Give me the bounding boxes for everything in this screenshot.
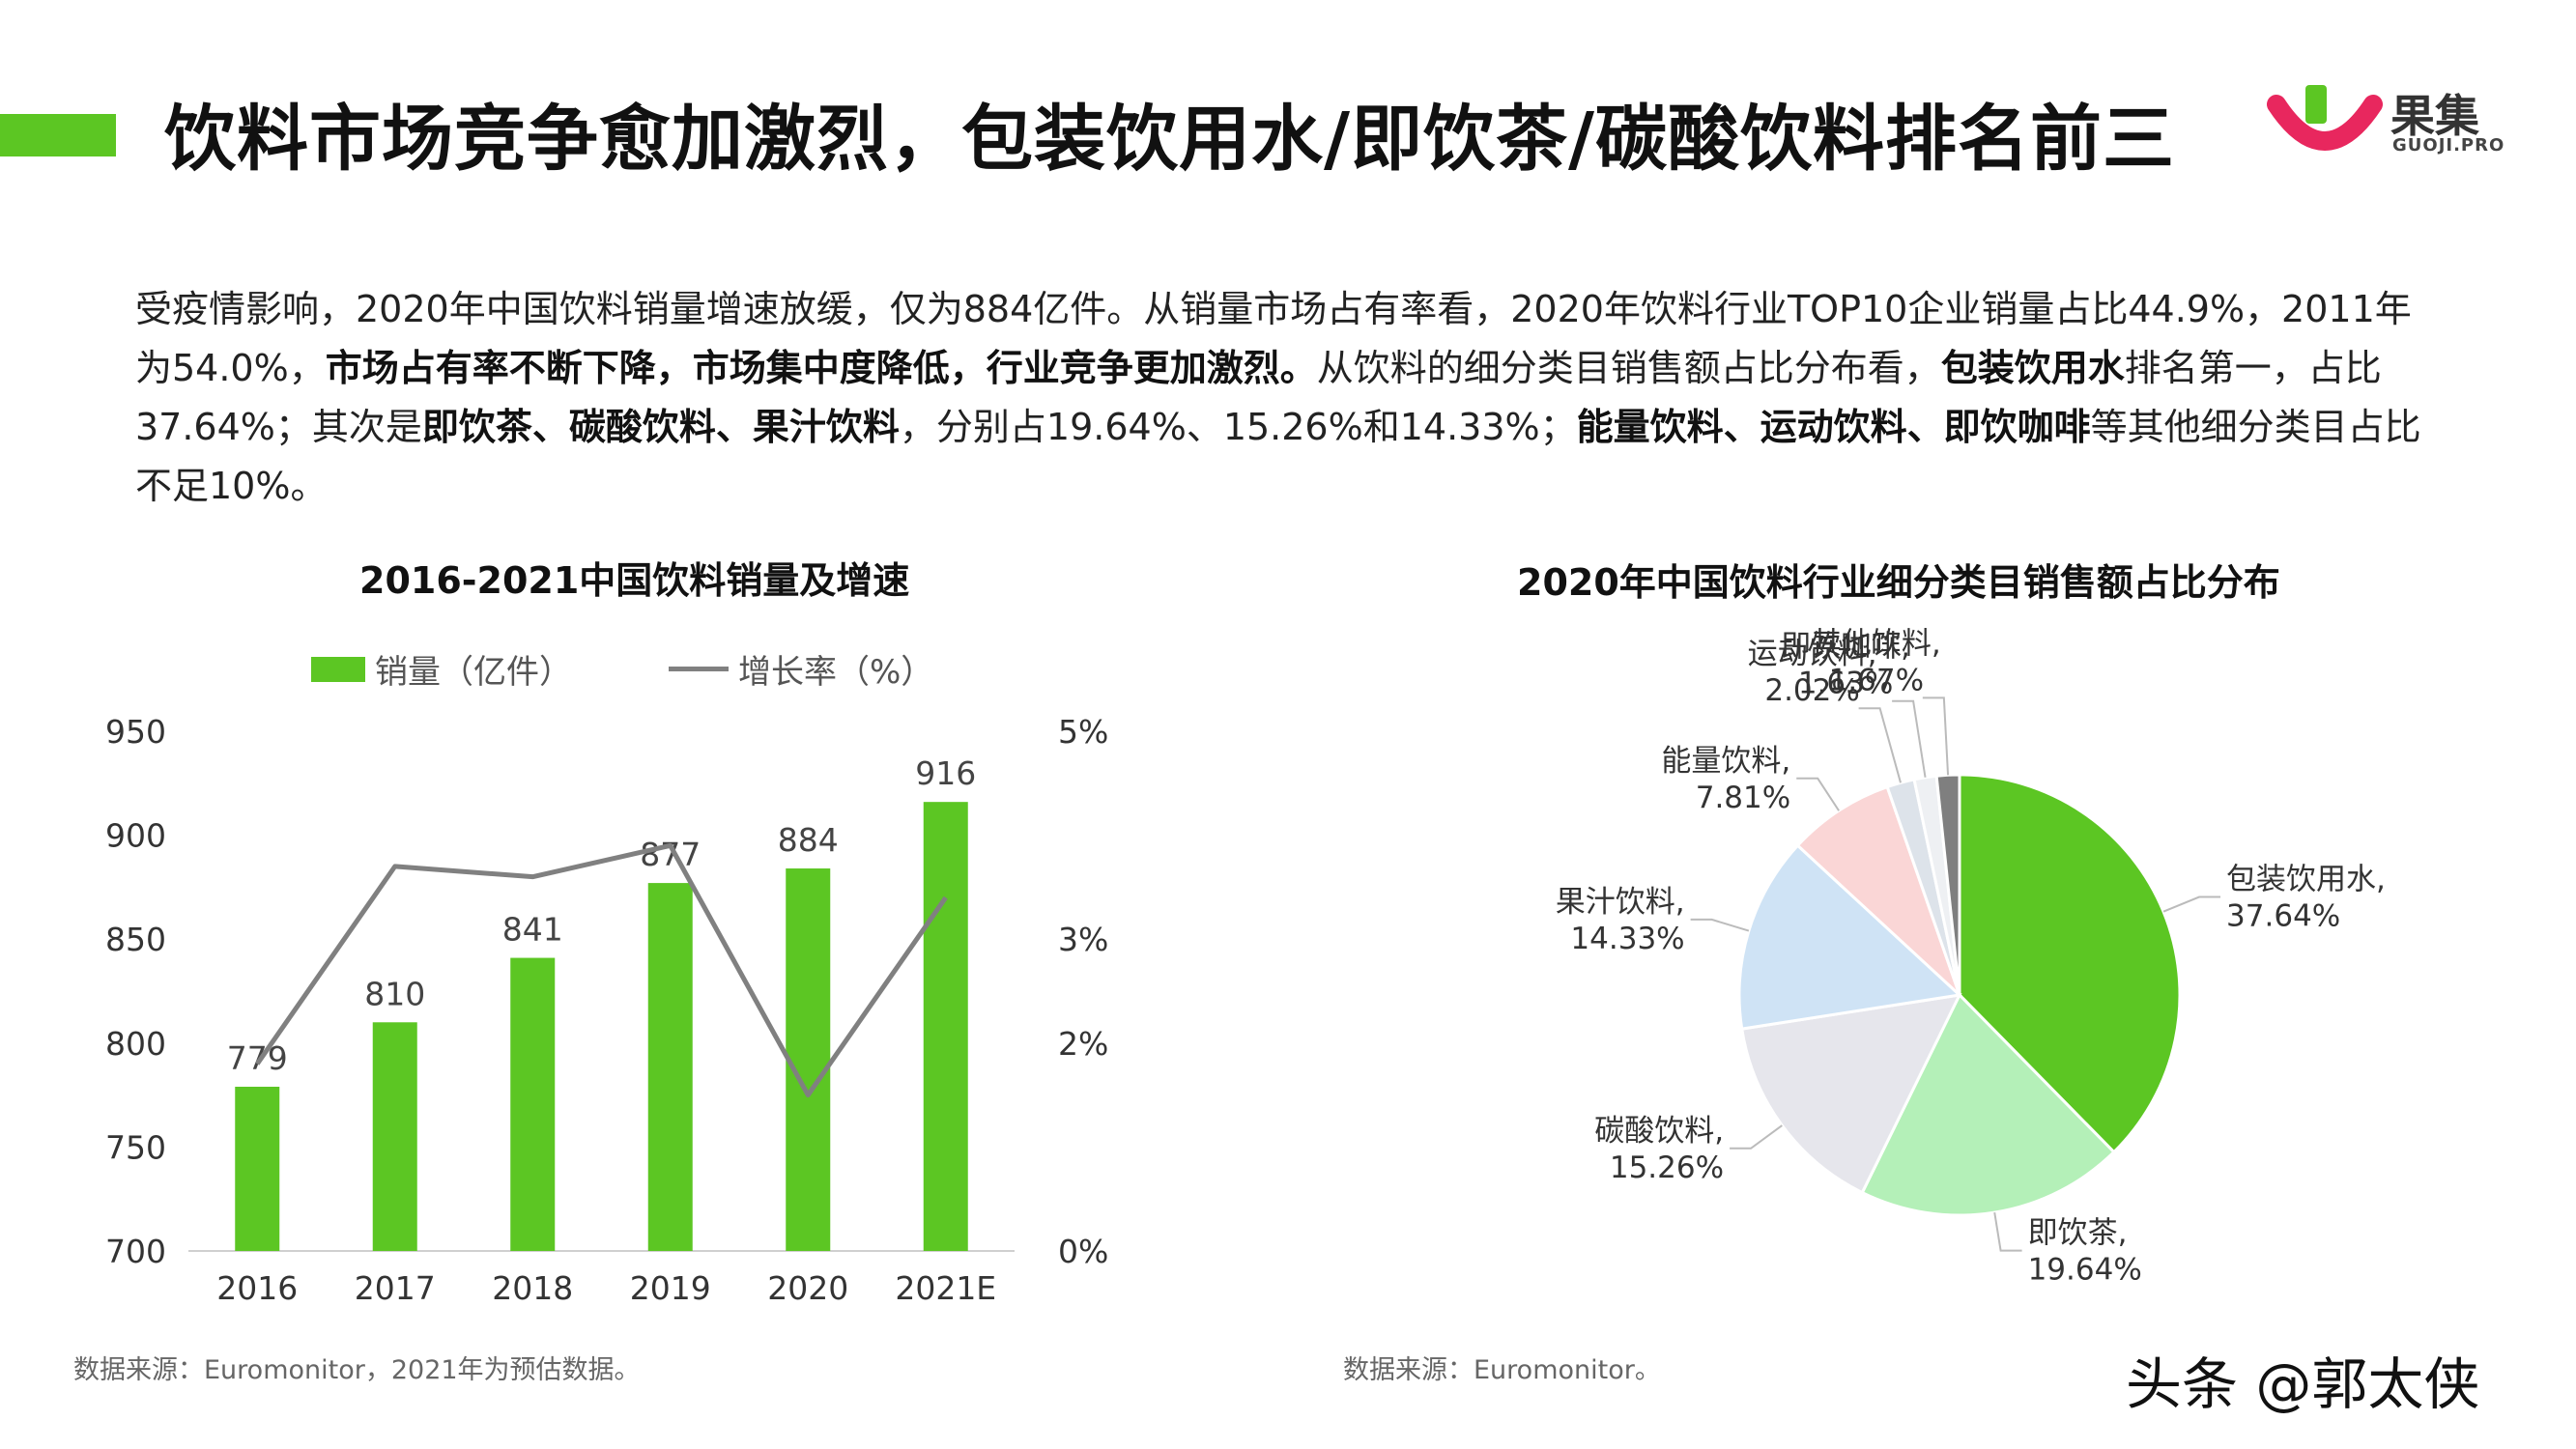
y2-tick-label: 2% bbox=[1058, 1025, 1108, 1063]
pie-label-name: 包装饮用水, bbox=[2226, 863, 2386, 897]
pie-slice-果汁饮料 bbox=[1737, 843, 1963, 1031]
pie-slice-即饮茶 bbox=[1860, 992, 2116, 1217]
pie-label-name: 运动饮料, bbox=[1748, 637, 1877, 671]
y2-tick-label: 5% bbox=[1058, 713, 1108, 751]
pie-label-value: 14.33% bbox=[1570, 922, 1684, 956]
bar-2019 bbox=[647, 883, 693, 1251]
bar-chart-source: 数据来源：Euromonitor，2021年为预估数据。 bbox=[73, 1355, 641, 1385]
logo-name: 果集 bbox=[2390, 90, 2479, 142]
bar-data-label: 877 bbox=[640, 836, 701, 873]
pie-label-value: 1.67% bbox=[1829, 663, 1924, 697]
pie-label-value: 7.81% bbox=[1696, 781, 1790, 815]
bar-2016 bbox=[235, 1086, 280, 1251]
intro-text-run: 等其他细分类目占比不足10%。 bbox=[135, 406, 2421, 507]
intro-bold-run: 能量饮料、运动饮料、即饮咖啡 bbox=[1576, 406, 2091, 448]
logo: 果集 GUOJI.PRO bbox=[2267, 81, 2504, 168]
y-tick-label: 950 bbox=[105, 713, 166, 751]
pie-label-name: 果汁饮料, bbox=[1556, 885, 1685, 920]
pie-leader-line bbox=[1858, 707, 1902, 783]
pie-chart-title: 2020年中国饮料行业细分类目销售额占比分布 bbox=[1517, 561, 2280, 604]
intro-text-run: 排名第一，占比37.64%；其次是 bbox=[135, 347, 2382, 448]
y-tick-label: 900 bbox=[105, 817, 166, 855]
bar-chart-legend: 销量（亿件） 增长率（%） bbox=[311, 645, 933, 693]
bar-2021E bbox=[923, 802, 968, 1251]
legend-bar-swatch bbox=[311, 656, 365, 682]
legend-line-label: 增长率（%） bbox=[738, 653, 934, 692]
intro-paragraph: 受疫情影响，2020年中国饮料销量增速放缓，仅为884亿件。从销量市场占有率看，… bbox=[135, 280, 2435, 516]
y2-tick-label: 3% bbox=[1058, 921, 1108, 958]
intro-bold-run: 即饮茶、碳酸饮料、果汁饮料 bbox=[421, 406, 900, 448]
pie-chart-source: 数据来源：Euromonitor。 bbox=[1343, 1355, 1661, 1385]
pie-label-name: 其他饮料, bbox=[1812, 626, 1941, 661]
pie-label-value: 2.02% bbox=[1764, 673, 1859, 708]
pie-leader-line bbox=[1690, 918, 1750, 932]
intro-text-run: ，分别占19.64%、15.26%和14.33%； bbox=[899, 406, 1577, 448]
pie-slice-能量饮料 bbox=[1795, 784, 1961, 997]
corner-watermark: 头条 @郭太侠 bbox=[2126, 1351, 2480, 1417]
pie-label-name: 即饮咖啡, bbox=[1781, 630, 1910, 665]
pie-label-value: 15.26% bbox=[1610, 1151, 1724, 1185]
logo-icon bbox=[2267, 85, 2383, 151]
logo-subtitle: GUOJI.PRO bbox=[2392, 135, 2505, 156]
bar-chart-title: 2016-2021中国饮料销量及增速 bbox=[359, 559, 910, 602]
y2-tick-label: 0% bbox=[1058, 1233, 1108, 1270]
bar-data-label: 810 bbox=[364, 975, 425, 1012]
y-tick-label: 700 bbox=[105, 1233, 166, 1270]
bar-2018 bbox=[510, 957, 556, 1251]
pie-leader-line bbox=[1730, 1124, 1783, 1150]
page-title: 饮料市场竞争愈加激烈，包装饮用水/即饮茶/碳酸饮料排名前三 bbox=[164, 98, 2176, 181]
pie-chart: 包装饮用水,37.64% 即饮茶,19.64% 碳酸饮料,15.26% 果汁饮料,14… bbox=[1556, 626, 2386, 1288]
pie-label-value: 37.64% bbox=[2226, 899, 2340, 934]
x-tick-label: 2020 bbox=[767, 1269, 848, 1307]
x-tick-label: 2019 bbox=[630, 1269, 711, 1307]
pie-leader-line bbox=[1796, 777, 1840, 811]
pie-leader-line bbox=[1892, 699, 1927, 778]
x-tick-label: 2017 bbox=[355, 1269, 436, 1307]
x-tick-label: 2016 bbox=[216, 1269, 298, 1307]
pie-label-value: 1.63% bbox=[1798, 667, 1893, 701]
pie-leader-line bbox=[1922, 696, 1950, 776]
intro-bold-run: 包装饮用水 bbox=[1940, 347, 2125, 389]
y-tick-label: 800 bbox=[105, 1025, 166, 1063]
bar-data-label: 779 bbox=[227, 1039, 288, 1077]
legend-bar-label: 销量（亿件） bbox=[375, 653, 572, 692]
pie-label-name: 能量饮料, bbox=[1661, 744, 1790, 779]
x-tick-label: 2018 bbox=[492, 1269, 573, 1307]
y-tick-label: 850 bbox=[105, 921, 166, 958]
pie-label-name: 碳酸饮料, bbox=[1594, 1114, 1724, 1149]
bar-2020 bbox=[786, 868, 831, 1251]
intro-text-run: 受疫情影响，2020年中国饮料销量增速放缓，仅为884亿件。从销量市场占有率看，… bbox=[135, 288, 2412, 389]
bar-data-label: 841 bbox=[502, 911, 563, 949]
title-accent-bar bbox=[0, 114, 116, 156]
bar-chart: 700 750 800 850 900 950 0% 2% 3% 5% 779 2016 810 2017… bbox=[105, 713, 1108, 1307]
bar-data-label: 884 bbox=[778, 821, 839, 859]
bar-2017 bbox=[372, 1022, 417, 1251]
pie-leader-line bbox=[2162, 895, 2221, 913]
intro-bold-run: 市场占有率不断下降，市场集中度降低，行业竞争更加激烈。 bbox=[325, 347, 1317, 389]
growth-rate-line bbox=[255, 842, 948, 1098]
pie-slice-包装饮用水 bbox=[1958, 773, 2182, 1154]
pie-label-value: 19.64% bbox=[2028, 1253, 2142, 1288]
legend-line-swatch bbox=[669, 667, 729, 671]
pie-label-name: 即饮茶, bbox=[2028, 1216, 2128, 1251]
intro-text-run: 从饮料的细分类目销售额占比分布看， bbox=[1316, 347, 1941, 389]
pie-leader-line bbox=[1993, 1211, 2022, 1252]
x-tick-label: 2021E bbox=[895, 1269, 996, 1307]
y-tick-label: 750 bbox=[105, 1128, 166, 1166]
bar-data-label: 916 bbox=[915, 754, 976, 792]
